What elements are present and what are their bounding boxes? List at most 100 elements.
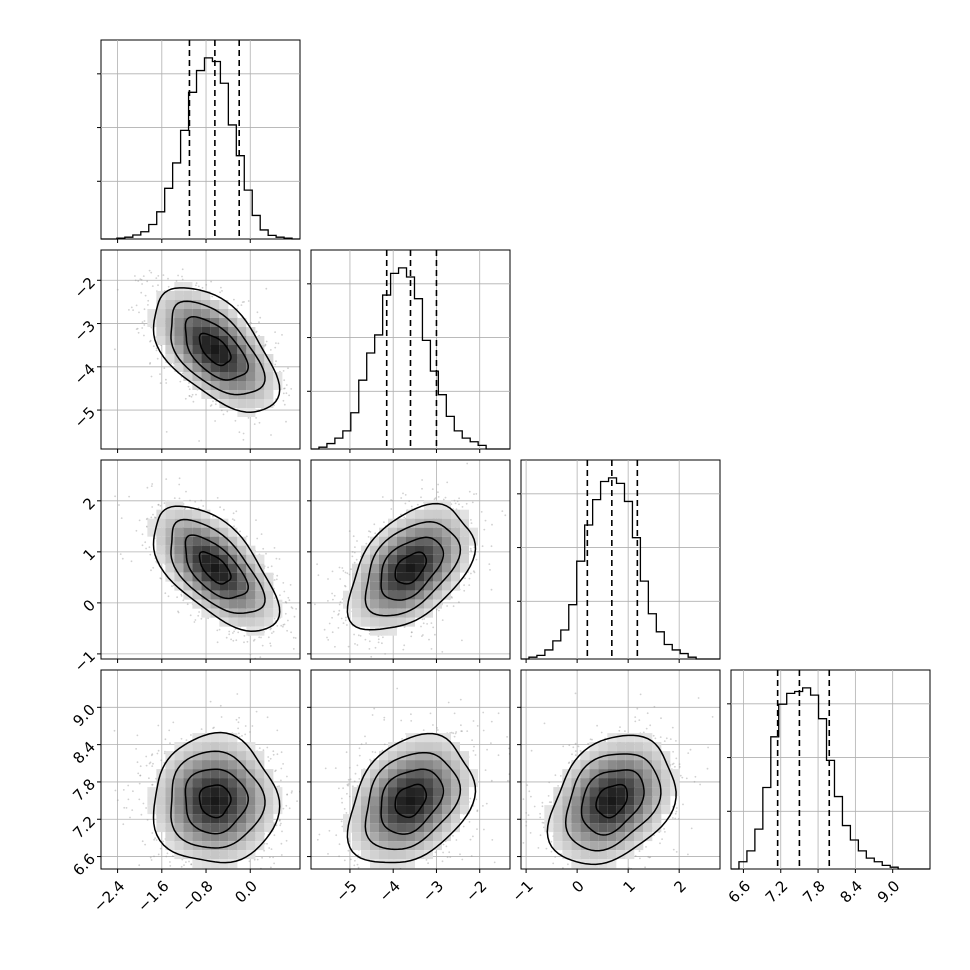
sample-point — [226, 410, 229, 413]
density-cell — [246, 399, 256, 408]
sample-point — [238, 431, 241, 434]
density-cell — [361, 563, 370, 573]
sample-point — [356, 644, 359, 646]
sample-point — [446, 481, 449, 484]
sample-point — [144, 294, 147, 297]
density-cell — [397, 527, 406, 537]
sample-point — [377, 638, 380, 641]
sample-point — [134, 279, 137, 282]
density-cell — [361, 554, 370, 564]
density-cell — [415, 590, 424, 600]
sample-point — [187, 890, 189, 892]
density-cell — [433, 572, 442, 582]
sample-point — [475, 493, 478, 495]
sample-point — [501, 510, 504, 512]
density-cell — [201, 309, 211, 318]
sample-point — [340, 617, 343, 620]
sample-point — [143, 308, 146, 311]
density-cell — [219, 518, 229, 528]
sample-point — [265, 340, 268, 343]
density-cell — [255, 599, 265, 609]
sample-point — [286, 629, 288, 632]
sample-point — [400, 497, 403, 499]
sample-point — [331, 631, 334, 634]
density-cell — [228, 372, 238, 381]
sample-point — [470, 550, 473, 553]
density-cell — [406, 554, 415, 564]
sample-point — [270, 627, 272, 630]
sample-point — [269, 628, 272, 631]
density-cell — [246, 572, 256, 582]
sample-point — [294, 637, 297, 639]
sample-point — [243, 641, 245, 644]
sample-point — [346, 572, 349, 575]
sample-point — [181, 275, 183, 278]
sample-point — [353, 633, 355, 636]
sample-point — [438, 609, 440, 612]
density-cell — [228, 345, 238, 354]
density-cell — [219, 572, 229, 582]
sample-point — [265, 552, 267, 555]
sample-point — [511, 512, 513, 514]
density-cell — [174, 554, 184, 564]
sample-point — [333, 667, 335, 669]
sample-point — [287, 619, 289, 622]
sample-point — [433, 498, 436, 501]
sample-point — [188, 382, 190, 384]
density-cell — [156, 536, 166, 546]
sample-point — [200, 617, 203, 620]
sample-point — [177, 274, 180, 277]
sample-point — [184, 397, 187, 400]
sample-point — [225, 636, 228, 639]
sample-point — [416, 503, 419, 506]
contour-line — [394, 551, 428, 585]
sample-point — [458, 601, 460, 604]
sample-point — [200, 499, 203, 502]
sample-point — [232, 639, 235, 642]
density-cell — [201, 345, 211, 354]
density-cell — [415, 527, 424, 537]
sample-point — [303, 623, 305, 625]
density-cell — [370, 536, 379, 546]
sample-point — [410, 635, 413, 638]
sample-point — [135, 328, 138, 330]
density-cell — [255, 581, 265, 591]
sample-point — [280, 751, 283, 754]
sample-point — [167, 595, 170, 598]
density-cell — [237, 554, 247, 564]
sample-point — [220, 409, 223, 412]
sample-point — [241, 661, 243, 663]
sample-point — [273, 617, 276, 620]
sample-point — [453, 499, 456, 502]
sample-point — [437, 483, 439, 486]
sample-point — [216, 641, 219, 644]
density-cell — [210, 518, 220, 528]
sample-point — [218, 628, 221, 631]
sample-point — [368, 530, 370, 533]
sample-point — [154, 517, 157, 519]
sample-point — [470, 522, 473, 524]
density-cell — [379, 572, 388, 582]
sample-point — [308, 620, 310, 622]
sample-point — [189, 499, 191, 502]
sample-point — [333, 594, 336, 597]
sample-point — [146, 280, 149, 283]
density-cell — [406, 509, 415, 519]
density-cell — [237, 336, 247, 345]
sample-point — [277, 342, 280, 345]
density-cell — [397, 518, 406, 528]
sample-point — [339, 601, 342, 603]
density-cell — [174, 282, 184, 291]
sample-point — [262, 547, 265, 550]
density-cell — [388, 572, 397, 582]
sample-point — [434, 633, 436, 636]
sample-point — [381, 496, 384, 498]
density-cell — [388, 599, 397, 609]
sample-point — [333, 610, 335, 613]
sample-point — [214, 420, 217, 422]
sample-point — [327, 578, 329, 580]
sample-point — [177, 610, 179, 613]
sample-point — [331, 616, 333, 619]
sample-point — [323, 628, 326, 631]
sample-point — [122, 789, 125, 791]
